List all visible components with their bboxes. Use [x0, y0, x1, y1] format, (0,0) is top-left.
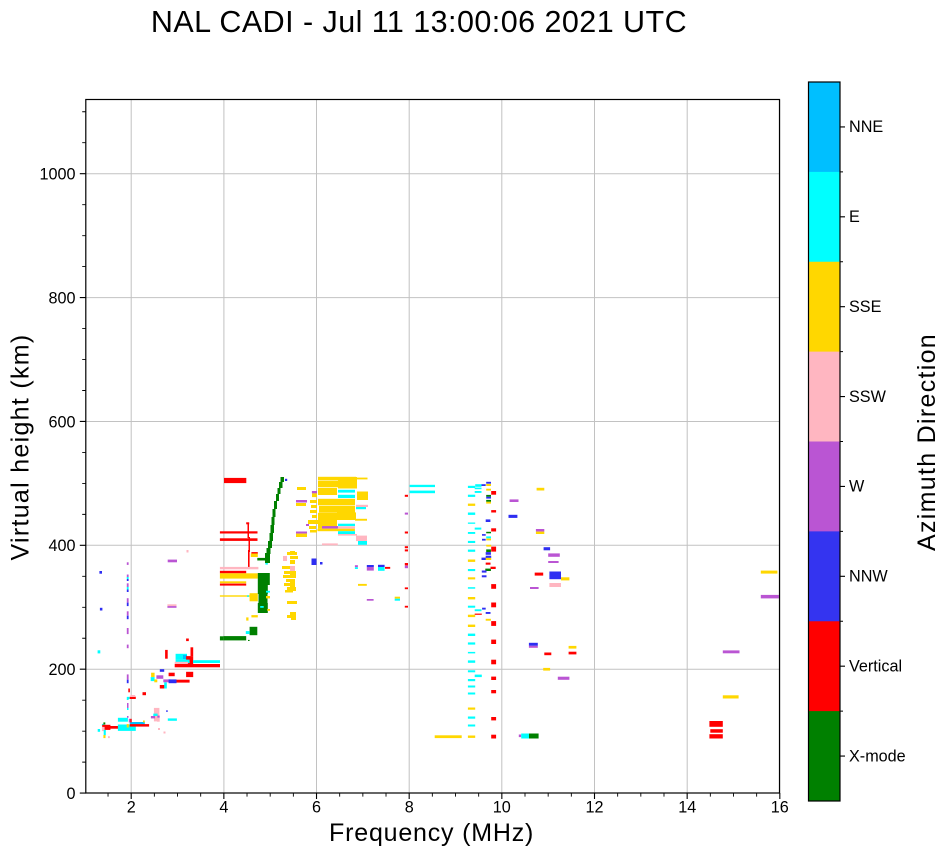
- svg-text:6: 6: [312, 798, 321, 816]
- svg-text:0: 0: [66, 785, 75, 803]
- svg-text:Frequency (MHz): Frequency (MHz): [329, 819, 534, 847]
- svg-text:NAL CADI - Jul 11 13:00:06 202: NAL CADI - Jul 11 13:00:06 2021 UTC: [151, 5, 687, 39]
- svg-text:W: W: [849, 478, 865, 496]
- svg-text:2: 2: [127, 798, 136, 816]
- svg-text:NNW: NNW: [849, 568, 888, 586]
- svg-text:SSW: SSW: [849, 388, 887, 406]
- svg-text:Virtual height (km): Virtual height (km): [7, 333, 35, 560]
- svg-text:12: 12: [585, 798, 603, 816]
- svg-text:SSE: SSE: [849, 298, 882, 316]
- svg-text:400: 400: [48, 537, 75, 555]
- svg-text:1000: 1000: [39, 166, 75, 184]
- svg-text:4: 4: [219, 798, 228, 816]
- svg-text:NNE: NNE: [849, 118, 883, 136]
- svg-text:Azimuth Direction: Azimuth Direction: [913, 333, 941, 551]
- svg-text:800: 800: [48, 289, 75, 307]
- svg-text:X-mode: X-mode: [849, 747, 906, 765]
- svg-text:10: 10: [493, 798, 511, 816]
- svg-text:14: 14: [678, 798, 696, 816]
- svg-text:16: 16: [771, 798, 789, 816]
- svg-text:600: 600: [48, 413, 75, 431]
- svg-text:E: E: [849, 208, 860, 226]
- svg-text:8: 8: [405, 798, 414, 816]
- svg-text:200: 200: [48, 661, 75, 679]
- svg-text:Vertical: Vertical: [849, 657, 902, 675]
